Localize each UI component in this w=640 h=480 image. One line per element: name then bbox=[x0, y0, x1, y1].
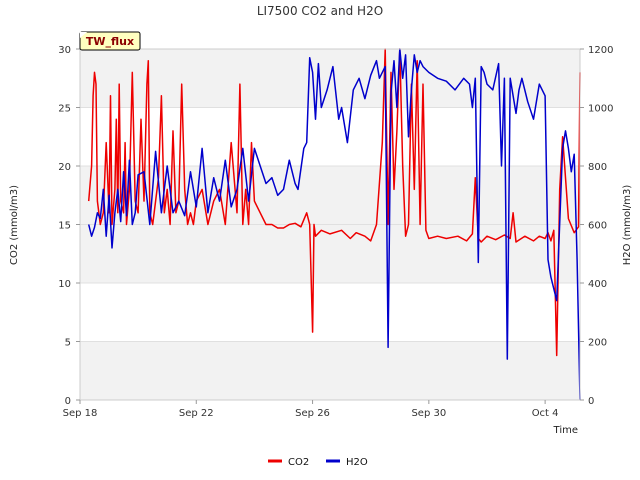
left-tick-label: 25 bbox=[58, 104, 71, 115]
left-tick-label: 30 bbox=[58, 45, 71, 56]
legend-label-h2o: H2O bbox=[346, 457, 368, 468]
right-axis-title: H2O (mmol/m3) bbox=[622, 185, 633, 266]
left-tick-label: 0 bbox=[65, 396, 71, 407]
badge-label: TW_flux bbox=[86, 35, 134, 48]
left-tick-label: 20 bbox=[58, 162, 71, 173]
x-tick-label: Sep 18 bbox=[63, 408, 98, 419]
series-line-co2 bbox=[87, 48, 581, 357]
right-tick-label: 200 bbox=[588, 338, 607, 349]
left-tick-label: 10 bbox=[58, 279, 71, 290]
legend-label-co2: CO2 bbox=[288, 457, 309, 468]
left-tick-label: 5 bbox=[65, 338, 71, 349]
x-tick-label: Sep 30 bbox=[411, 408, 446, 419]
series-line-h2o bbox=[87, 48, 581, 401]
badge-notch bbox=[80, 32, 87, 38]
right-tick-label: 1200 bbox=[588, 45, 613, 56]
left-axis-title: CO2 (mmol/m3) bbox=[9, 185, 20, 265]
x-axis-title: Time bbox=[553, 425, 578, 436]
x-tick-label: Sep 26 bbox=[295, 408, 330, 419]
chart-title: LI7500 CO2 and H2O bbox=[257, 4, 383, 18]
background-band bbox=[80, 341, 580, 400]
right-tick-label: 1000 bbox=[588, 104, 613, 115]
series-layer bbox=[87, 48, 581, 401]
x-tick-label: Sep 22 bbox=[179, 408, 214, 419]
badge-box bbox=[79, 31, 141, 51]
right-tick-label: 400 bbox=[588, 279, 607, 290]
right-tick-label: 600 bbox=[588, 221, 607, 232]
right-tick-label: 0 bbox=[588, 396, 594, 407]
left-tick-label: 15 bbox=[58, 221, 71, 232]
legend: CO2 H2O bbox=[268, 457, 368, 468]
right-tick-label: 800 bbox=[588, 162, 607, 173]
x-tick-label: Oct 4 bbox=[532, 408, 559, 419]
station-badge: TW_flux bbox=[79, 31, 141, 51]
tick-layer: Sep 18 Sep 22 Sep 26 Sep 30 Oct 4 0 5 10 15 20 25 3… bbox=[58, 45, 613, 419]
